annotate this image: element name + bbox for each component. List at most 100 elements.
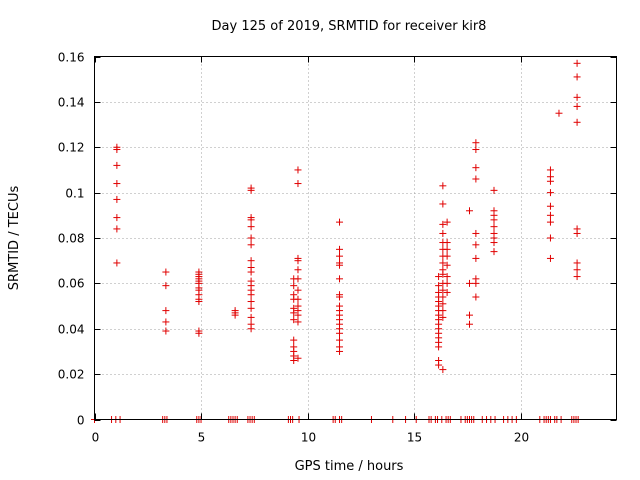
data-point <box>443 239 451 247</box>
chart-title: Day 125 of 2019, SRMTID for receiver kir… <box>212 19 487 34</box>
data-point <box>472 229 480 237</box>
data-point <box>439 270 447 278</box>
data-point <box>294 275 302 283</box>
data-point <box>195 298 203 306</box>
x-tick-label: 0 <box>92 431 100 445</box>
data-point <box>439 200 447 208</box>
data-point <box>294 286 302 294</box>
data-point <box>290 316 298 324</box>
data-point <box>465 311 473 319</box>
data-point <box>247 241 255 249</box>
data-point <box>247 186 255 194</box>
data-point <box>573 102 581 110</box>
data-point <box>336 347 344 355</box>
x-tick-label: 20 <box>514 431 529 445</box>
data-point <box>490 239 498 247</box>
x-tick-label: 10 <box>301 431 316 445</box>
data-point <box>290 357 298 365</box>
data-point <box>113 225 121 233</box>
data-point <box>162 327 170 335</box>
data-point <box>294 257 302 265</box>
data-point <box>336 252 344 260</box>
data-point <box>573 266 581 274</box>
y-tick-label: 0.1 <box>65 187 84 201</box>
data-point <box>162 282 170 290</box>
data-point <box>336 275 344 283</box>
data-point <box>247 216 255 224</box>
data-point <box>113 195 121 203</box>
data-point <box>465 207 473 215</box>
data-point <box>435 361 443 369</box>
data-point <box>435 343 443 351</box>
data-point <box>472 254 480 262</box>
data-point <box>247 325 255 333</box>
data-point <box>472 139 480 147</box>
data-point <box>465 279 473 287</box>
y-tick-label: 0.06 <box>58 277 85 291</box>
data-point <box>555 109 563 117</box>
data-points <box>91 59 582 423</box>
y-axis-label: SRMTID / TECUs <box>7 186 22 291</box>
data-point <box>435 273 443 281</box>
data-point <box>490 223 498 231</box>
data-point <box>439 259 447 267</box>
data-point <box>439 313 447 321</box>
data-point <box>573 229 581 237</box>
data-point <box>546 211 554 219</box>
y-tick-label: 0.02 <box>58 368 85 382</box>
data-point <box>546 218 554 226</box>
y-tick-label: 0.16 <box>58 51 85 65</box>
data-point <box>247 313 255 321</box>
data-point <box>472 175 480 183</box>
data-point <box>113 214 121 222</box>
data-point <box>439 307 447 315</box>
data-point <box>439 293 447 301</box>
data-point <box>439 300 447 308</box>
data-point <box>573 59 581 67</box>
data-point <box>443 252 451 260</box>
data-point <box>336 261 344 269</box>
data-point <box>247 298 255 306</box>
data-point <box>573 118 581 126</box>
data-point <box>294 318 302 326</box>
data-point <box>336 293 344 301</box>
data-point <box>546 254 554 262</box>
y-tick-label: 0.08 <box>58 232 85 246</box>
x-axis-label: GPS time / hours <box>295 459 404 474</box>
data-point <box>290 309 298 317</box>
y-tick-label: 0.04 <box>58 323 85 337</box>
data-point <box>439 366 447 374</box>
data-point <box>336 329 344 337</box>
x-tick-label: 5 <box>198 431 206 445</box>
data-point <box>546 202 554 210</box>
data-point <box>472 146 480 154</box>
data-point <box>336 336 344 344</box>
data-point <box>472 279 480 287</box>
data-point <box>472 241 480 249</box>
data-point <box>290 336 298 344</box>
x-tick-labels: 0 5 10 15 20 <box>92 431 529 445</box>
data-point <box>546 189 554 197</box>
data-point <box>294 295 302 303</box>
data-point <box>294 180 302 188</box>
data-point <box>113 146 121 154</box>
data-point <box>490 248 498 256</box>
data-point <box>435 282 443 290</box>
y-tick-labels: 0 0.02 0.04 0.06 0.08 0.1 0.12 0.14 0.16 <box>58 51 85 428</box>
data-point <box>247 268 255 276</box>
data-point <box>439 220 447 228</box>
data-point <box>465 320 473 328</box>
data-point <box>573 259 581 267</box>
data-point <box>439 286 447 294</box>
data-point <box>294 354 302 362</box>
data-point <box>546 234 554 242</box>
data-point <box>247 234 255 242</box>
y-tick-label: 0.14 <box>58 96 85 110</box>
data-point <box>573 73 581 81</box>
data-point <box>443 288 451 296</box>
data-point <box>113 180 121 188</box>
data-point <box>439 182 447 190</box>
data-point <box>573 93 581 101</box>
data-point <box>443 245 451 253</box>
